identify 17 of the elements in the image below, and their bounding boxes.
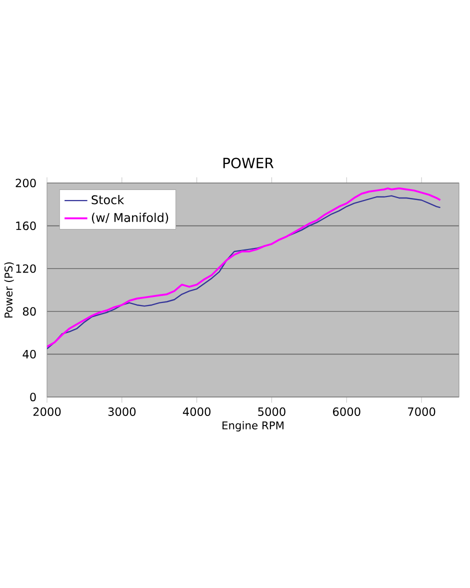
x-tick-label: 4000 xyxy=(182,407,210,416)
legend-label: (w/ Manifold) xyxy=(92,212,168,224)
y-tick-label: 80 xyxy=(22,307,36,316)
x-tick-label: 6000 xyxy=(333,407,360,416)
x-tick-label: 3000 xyxy=(108,407,136,416)
y-tick-label: 40 xyxy=(22,350,36,358)
x-axis-title: Engine RPM xyxy=(222,421,284,432)
y-tick-label: 200 xyxy=(16,178,36,188)
x-tick-label: 5000 xyxy=(258,407,286,416)
x-tick-label: 2000 xyxy=(33,407,61,416)
y-axis-title: Power (PS) xyxy=(4,262,14,318)
chart-title: POWER xyxy=(223,158,274,168)
y-tick-label: 160 xyxy=(16,222,36,230)
x-tick-label: 7000 xyxy=(408,407,436,416)
legend-label: Stock xyxy=(92,195,124,204)
y-tick-label: 120 xyxy=(16,264,36,273)
y-tick-label: 0 xyxy=(30,392,36,402)
